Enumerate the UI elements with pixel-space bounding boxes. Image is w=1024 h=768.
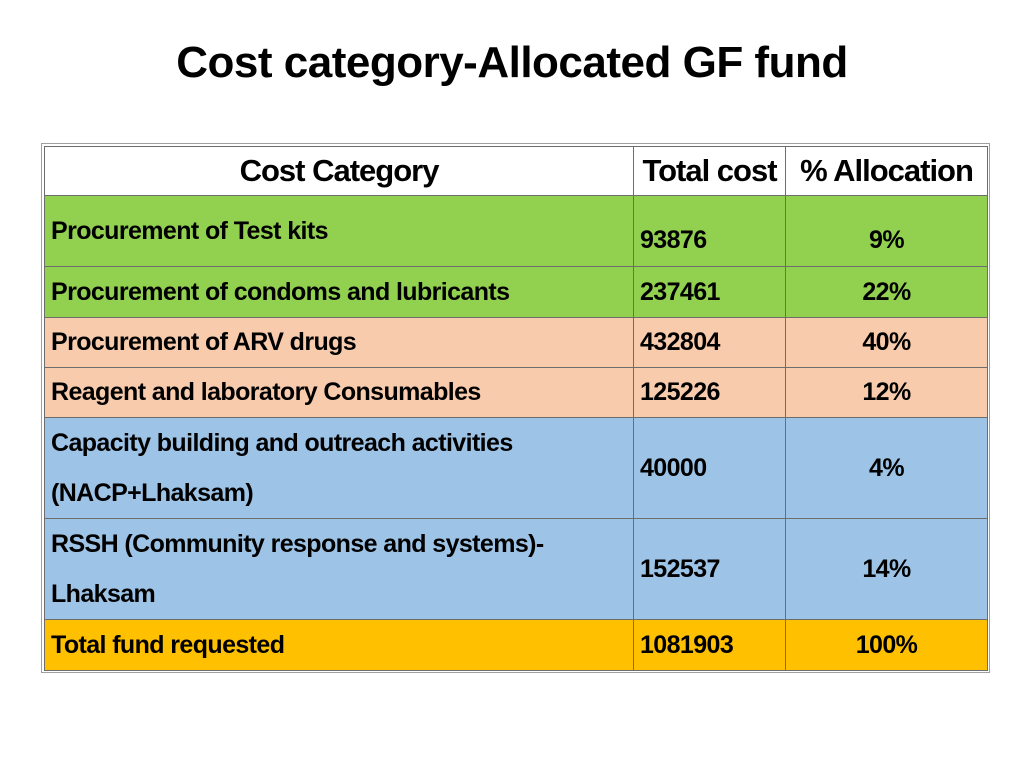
cell-allocation: 9%: [785, 195, 988, 267]
cell-total-label: Total fund requested: [44, 619, 634, 671]
cell-category: RSSH (Community response and systems)-Lh…: [44, 518, 634, 620]
table-row: Reagent and laboratory Consumables 12522…: [44, 367, 988, 418]
cell-category: Procurement of ARV drugs: [44, 317, 634, 368]
cell-category: Procurement of Test kits: [44, 195, 634, 267]
cell-total-cost: 237461: [633, 266, 786, 318]
cost-table-container: Cost Category Total cost % Allocation Pr…: [41, 143, 990, 673]
table-row: RSSH (Community response and systems)-Lh…: [44, 518, 988, 620]
cost-table: Cost Category Total cost % Allocation Pr…: [44, 146, 988, 671]
header-total-cost: Total cost: [633, 146, 786, 196]
cell-total-cost: 125226: [633, 367, 786, 418]
header-cost-category: Cost Category: [44, 146, 634, 196]
cell-total-cost: 152537: [633, 518, 786, 620]
cell-allocation: 12%: [785, 367, 988, 418]
cell-total-cost: 93876: [633, 195, 786, 267]
table-row: Procurement of ARV drugs 432804 40%: [44, 317, 988, 368]
cell-category: Reagent and laboratory Consumables: [44, 367, 634, 418]
table-row: Capacity building and outreach activitie…: [44, 417, 988, 519]
cell-allocation: 22%: [785, 266, 988, 318]
table-total-row: Total fund requested 1081903 100%: [44, 619, 988, 671]
cell-total-allocation: 100%: [785, 619, 988, 671]
cell-category: Procurement of condoms and lubricants: [44, 266, 634, 318]
cell-category: Capacity building and outreach activitie…: [44, 417, 634, 519]
cell-total-cost: 432804: [633, 317, 786, 368]
table-row: Procurement of Test kits 93876 9%: [44, 195, 988, 267]
cell-allocation: 4%: [785, 417, 988, 519]
header-allocation: % Allocation: [785, 146, 988, 196]
table-header-row: Cost Category Total cost % Allocation: [44, 146, 988, 196]
cell-total-cost: 40000: [633, 417, 786, 519]
cell-allocation: 14%: [785, 518, 988, 620]
cell-allocation: 40%: [785, 317, 988, 368]
table-row: Procurement of condoms and lubricants 23…: [44, 266, 988, 318]
slide-title: Cost category-Allocated GF fund: [176, 38, 848, 87]
cell-total-amount: 1081903: [633, 619, 786, 671]
